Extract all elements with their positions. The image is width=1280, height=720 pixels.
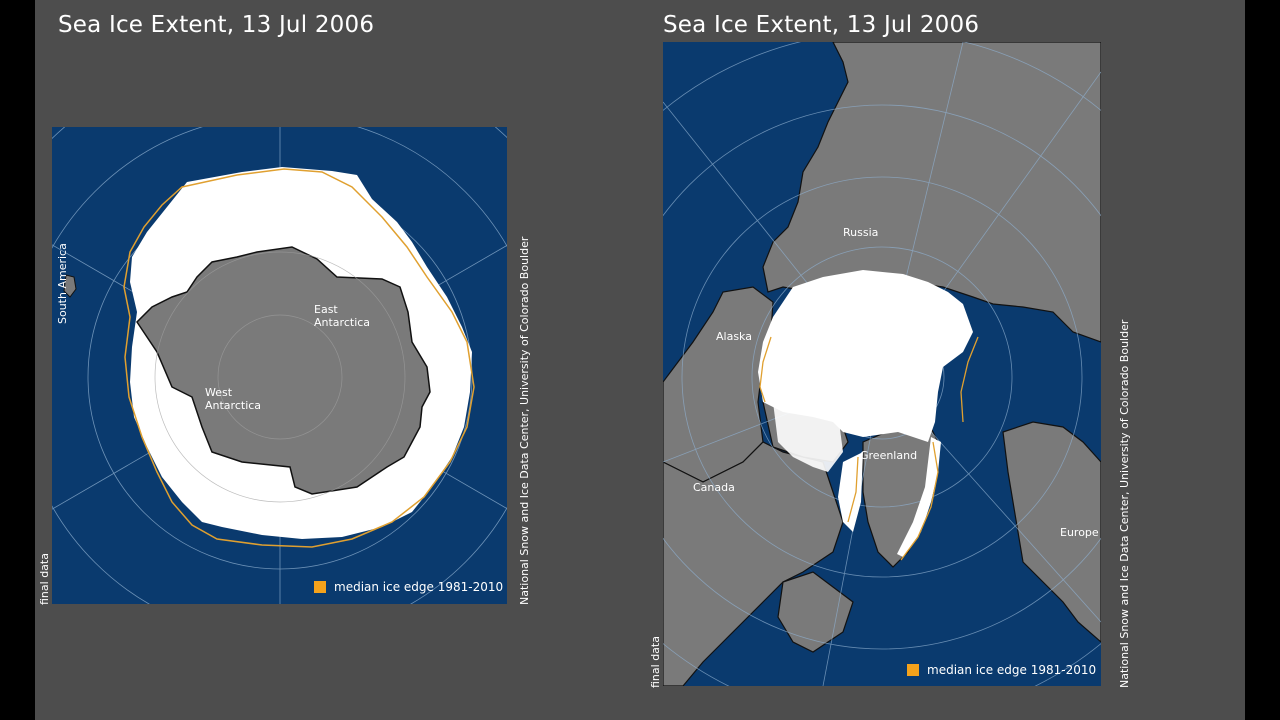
label-alaska: Alaska	[716, 330, 752, 343]
orange-square-icon	[314, 581, 326, 593]
orange-square-icon	[907, 664, 919, 676]
arctic-sea-ice-map: Russia Alaska Greenland Canada Europe me…	[663, 42, 1101, 686]
label-russia: Russia	[843, 226, 879, 239]
arctic-title: Sea Ice Extent, 13 Jul 2006	[663, 12, 980, 38]
label-greenland: Greenland	[860, 449, 918, 462]
antarctic-credit: National Snow and Ice Data Center, Unive…	[518, 236, 531, 605]
antarctic-legend: median ice edge 1981-2010	[314, 580, 503, 594]
label-south-america: South America	[56, 243, 69, 324]
label-europe: Europe	[1060, 526, 1099, 539]
antarctic-title: Sea Ice Extent, 13 Jul 2006	[58, 12, 375, 38]
antarctic-status-label: final data	[38, 553, 51, 605]
antarctic-map-graphic	[52, 127, 507, 604]
video-frame: Sea Ice Extent, 13 Jul 2006	[35, 0, 1245, 720]
antarctic-legend-label: median ice edge 1981-2010	[334, 580, 504, 594]
arctic-legend: median ice edge 1981-2010	[907, 663, 1096, 677]
arctic-credit: National Snow and Ice Data Center, Unive…	[1118, 319, 1131, 688]
antarctic-sea-ice-map: East Antarctica West Antarctica South Am…	[52, 127, 507, 604]
label-east-antarctica: East Antarctica	[314, 303, 371, 329]
label-west-antarctica: West Antarctica	[205, 386, 262, 412]
arctic-status-label: final data	[649, 636, 662, 688]
arctic-map-graphic	[663, 42, 1101, 686]
arctic-legend-label: median ice edge 1981-2010	[927, 663, 1097, 677]
label-canada: Canada	[693, 481, 735, 494]
